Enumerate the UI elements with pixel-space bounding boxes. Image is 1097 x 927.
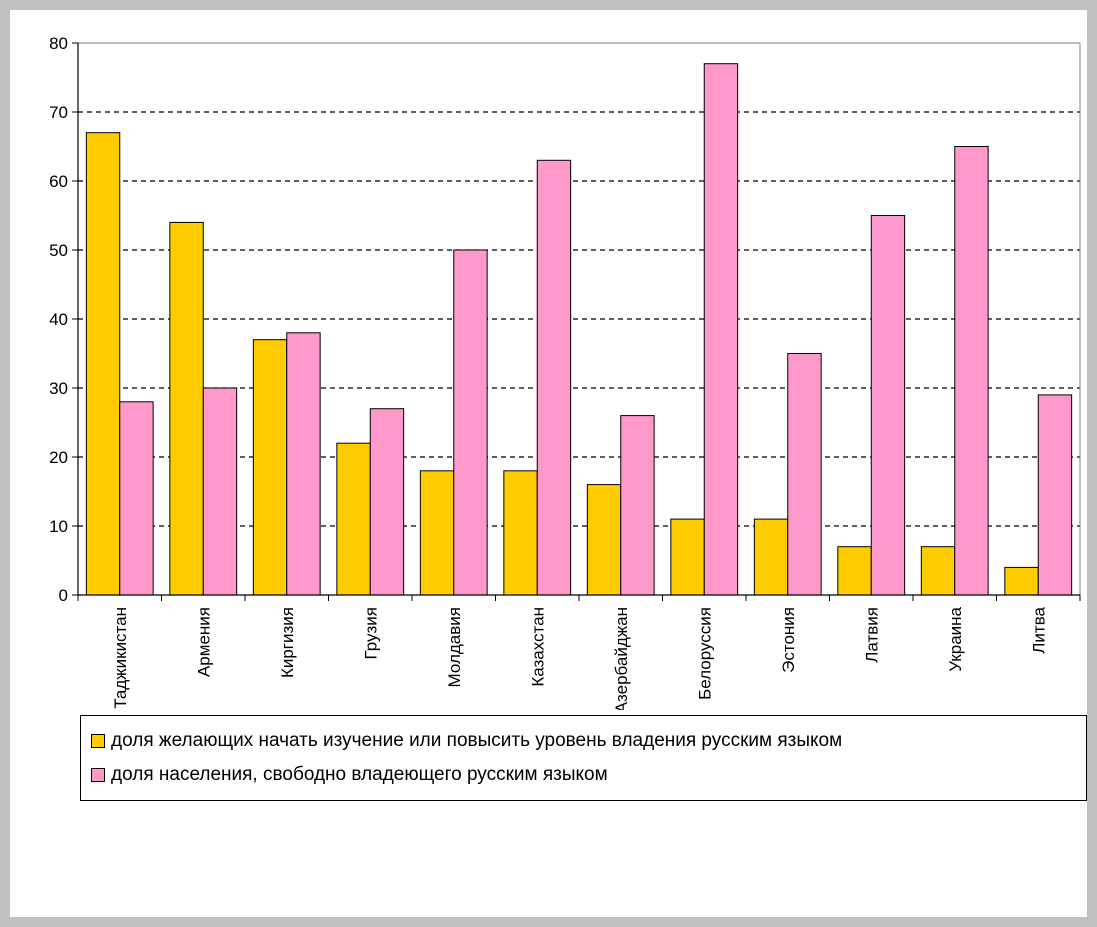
- x-tick-label: Белоруссия: [695, 607, 714, 700]
- bar-series-2-2: [286, 332, 321, 596]
- bar-series-2-10: [954, 146, 989, 596]
- bar-series-1-5: [503, 470, 538, 596]
- legend-item-series-1: доля желающих начать изучение или повыси…: [91, 724, 1086, 758]
- y-tick-labels: 0 10 20 30 40 50 60 70 80: [49, 34, 68, 605]
- bar-chart: 0 10 20 30 40 50 60 70 80 Таджикистан Армения Кирг…: [49, 34, 1081, 710]
- x-tick-label: Грузия: [361, 607, 380, 660]
- legend-swatch-series-1: [91, 734, 105, 748]
- x-tick-label: Украина: [946, 606, 965, 671]
- bar-series-1-9: [837, 546, 872, 596]
- y-tick-label: 0: [59, 586, 68, 605]
- bar-series-2-8: [787, 353, 822, 596]
- y-tick-label: 70: [49, 103, 68, 122]
- bar-series-2-7: [703, 63, 739, 596]
- y-tick-label: 40: [49, 310, 68, 329]
- bar-series-1-4: [419, 470, 455, 596]
- y-tick-label: 10: [49, 517, 68, 536]
- y-tick-label: 20: [49, 448, 68, 467]
- y-tick-label: 30: [49, 379, 68, 398]
- bar-series-1-3: [336, 442, 371, 596]
- y-tick-label: 50: [49, 241, 68, 260]
- bar-series-2-5: [536, 159, 572, 596]
- legend-swatch-series-2: [91, 768, 105, 782]
- bar-series-1-7: [670, 518, 705, 596]
- x-tick-label: Таджикистан: [111, 607, 130, 709]
- x-tick-label: Казахстан: [528, 607, 547, 687]
- bar-series-1-0: [85, 132, 121, 596]
- bar-series-1-2: [252, 339, 288, 596]
- bar-series-1-1: [169, 221, 204, 596]
- axes: [72, 42, 1081, 601]
- bar-series-2-1: [202, 387, 238, 596]
- y-tick-label: 60: [49, 172, 68, 191]
- bar-series-1-11: [1004, 566, 1039, 596]
- grid-lines: [78, 111, 1080, 527]
- bar-series-2-11: [1037, 394, 1073, 596]
- x-tick-label: Азербайджан: [612, 607, 631, 710]
- chart-frame: 0 10 20 30 40 50 60 70 80 Таджикистан Армения Кирг…: [10, 10, 1087, 917]
- bar-series-2-0: [119, 401, 154, 596]
- bar-series-2-4: [453, 249, 488, 596]
- bars: [85, 63, 1073, 596]
- legend: доля желающих начать изучение или повыси…: [80, 715, 1087, 801]
- x-tick-label: Латвия: [862, 607, 881, 663]
- x-tick-label: Армения: [194, 607, 213, 677]
- legend-label-series-2: доля населения, свободно владеющего русс…: [111, 764, 608, 785]
- bar-series-1-10: [920, 546, 956, 596]
- x-tick-labels: Таджикистан Армения Киргизия Грузия Молдавия…: [111, 606, 1049, 710]
- bar-series-1-6: [586, 484, 622, 596]
- x-tick-label: Эстония: [779, 607, 798, 673]
- legend-label-series-1: доля желающих начать изучение или повыси…: [111, 730, 843, 751]
- x-tick-label: Киргизия: [278, 607, 297, 678]
- y-tick-label: 80: [49, 34, 68, 53]
- legend-item-series-2: доля населения, свободно владеющего русс…: [91, 758, 1086, 792]
- bar-series-2-6: [620, 415, 655, 596]
- x-tick-label: Литва: [1029, 606, 1048, 653]
- bar-series-1-8: [753, 518, 789, 596]
- bar-series-2-3: [369, 408, 405, 596]
- x-tick-label: Молдавия: [445, 607, 464, 687]
- bar-series-2-9: [870, 215, 906, 596]
